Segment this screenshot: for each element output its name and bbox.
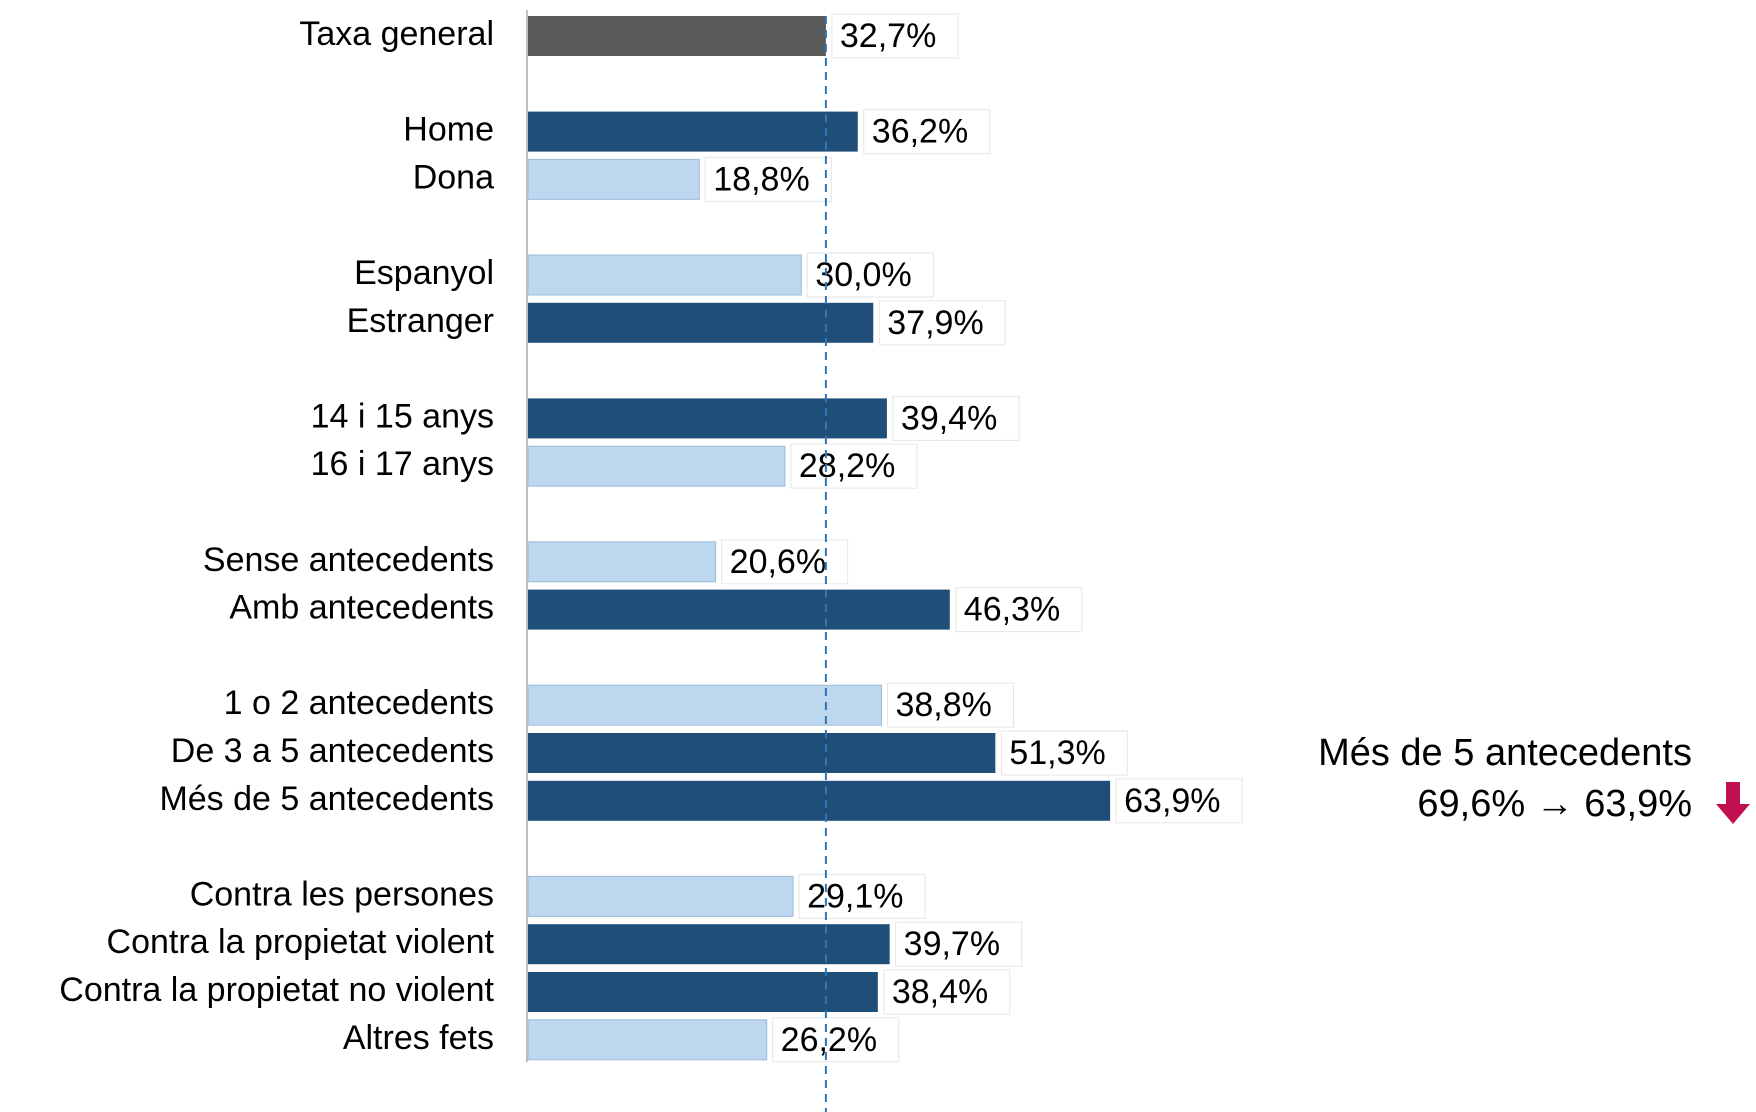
category-label: 14 i 15 anys: [311, 397, 494, 435]
bar: [528, 16, 826, 56]
bar: [527, 158, 700, 200]
value-label-box: [892, 395, 1020, 441]
bar: [527, 875, 794, 917]
value-label-box: [831, 13, 959, 59]
value-label: 18,8%: [713, 160, 809, 198]
category-label: Sense antecedents: [203, 541, 494, 579]
category-label: Amb antecedents: [229, 589, 494, 627]
value-label: 26,2%: [781, 1021, 877, 1059]
value-label: 30,0%: [815, 256, 911, 294]
value-label-box: [1000, 730, 1128, 776]
value-label-box: [955, 587, 1083, 633]
annotation: Més de 5 antecedents: [1318, 732, 1692, 774]
bar: [527, 541, 717, 583]
bar: [528, 924, 890, 965]
value-label: 28,2%: [799, 447, 895, 485]
value-label-box: [798, 873, 926, 919]
value-label-box: [895, 921, 1023, 967]
value-label-box: [863, 109, 991, 155]
value-label-box: [878, 300, 1006, 346]
bar: [528, 733, 996, 773]
category-label: Altres fets: [343, 1019, 494, 1057]
down-arrow: [1716, 782, 1750, 824]
category-label: Taxa general: [299, 15, 494, 53]
bar: [528, 972, 878, 1012]
value-label: 32,7%: [840, 17, 936, 55]
value-label-box: [772, 1017, 900, 1063]
bar: [527, 684, 882, 726]
bar: [528, 589, 950, 630]
value-label: 29,1%: [807, 877, 903, 915]
value-label-box: [721, 539, 849, 585]
category-label: Dona: [413, 158, 494, 196]
category-label: Més de 5 antecedents: [159, 780, 494, 818]
category-label: Contra les persones: [190, 875, 494, 913]
category-label: 1 o 2 antecedents: [224, 684, 494, 722]
value-label: 39,4%: [901, 399, 997, 437]
value-label-box: [886, 682, 1014, 728]
value-label: 39,7%: [904, 925, 1000, 963]
value-label: 51,3%: [1009, 734, 1105, 772]
value-label-box: [806, 252, 934, 298]
value-label: 63,9%: [1124, 782, 1220, 820]
value-label: 36,2%: [872, 113, 968, 151]
category-label: Espanyol: [354, 254, 494, 292]
value-label-box: [883, 969, 1011, 1015]
annotation: 69,6% → 63,9%: [1417, 783, 1692, 825]
value-label: 37,9%: [887, 304, 983, 342]
category-label: Contra la propietat no violent: [59, 971, 494, 1009]
bar: [527, 254, 802, 296]
value-label: 38,8%: [895, 686, 991, 724]
category-label: De 3 a 5 antecedents: [171, 732, 494, 770]
category-label: 16 i 17 anys: [311, 445, 494, 483]
value-label: 38,4%: [892, 973, 988, 1011]
bar: [527, 1019, 768, 1061]
bar: [528, 398, 887, 439]
category-label: Estranger: [347, 302, 494, 340]
bar: [528, 111, 858, 152]
value-label-box: [790, 443, 918, 489]
value-label: 46,3%: [964, 591, 1060, 629]
bar: [527, 445, 786, 487]
value-label: 20,6%: [730, 543, 826, 581]
category-label: Contra la propietat violent: [107, 923, 495, 961]
category-label: Home: [403, 111, 494, 149]
bar: [528, 780, 1111, 821]
bar: [528, 302, 874, 343]
value-label-box: [704, 156, 832, 202]
value-label-box: [1115, 778, 1243, 824]
